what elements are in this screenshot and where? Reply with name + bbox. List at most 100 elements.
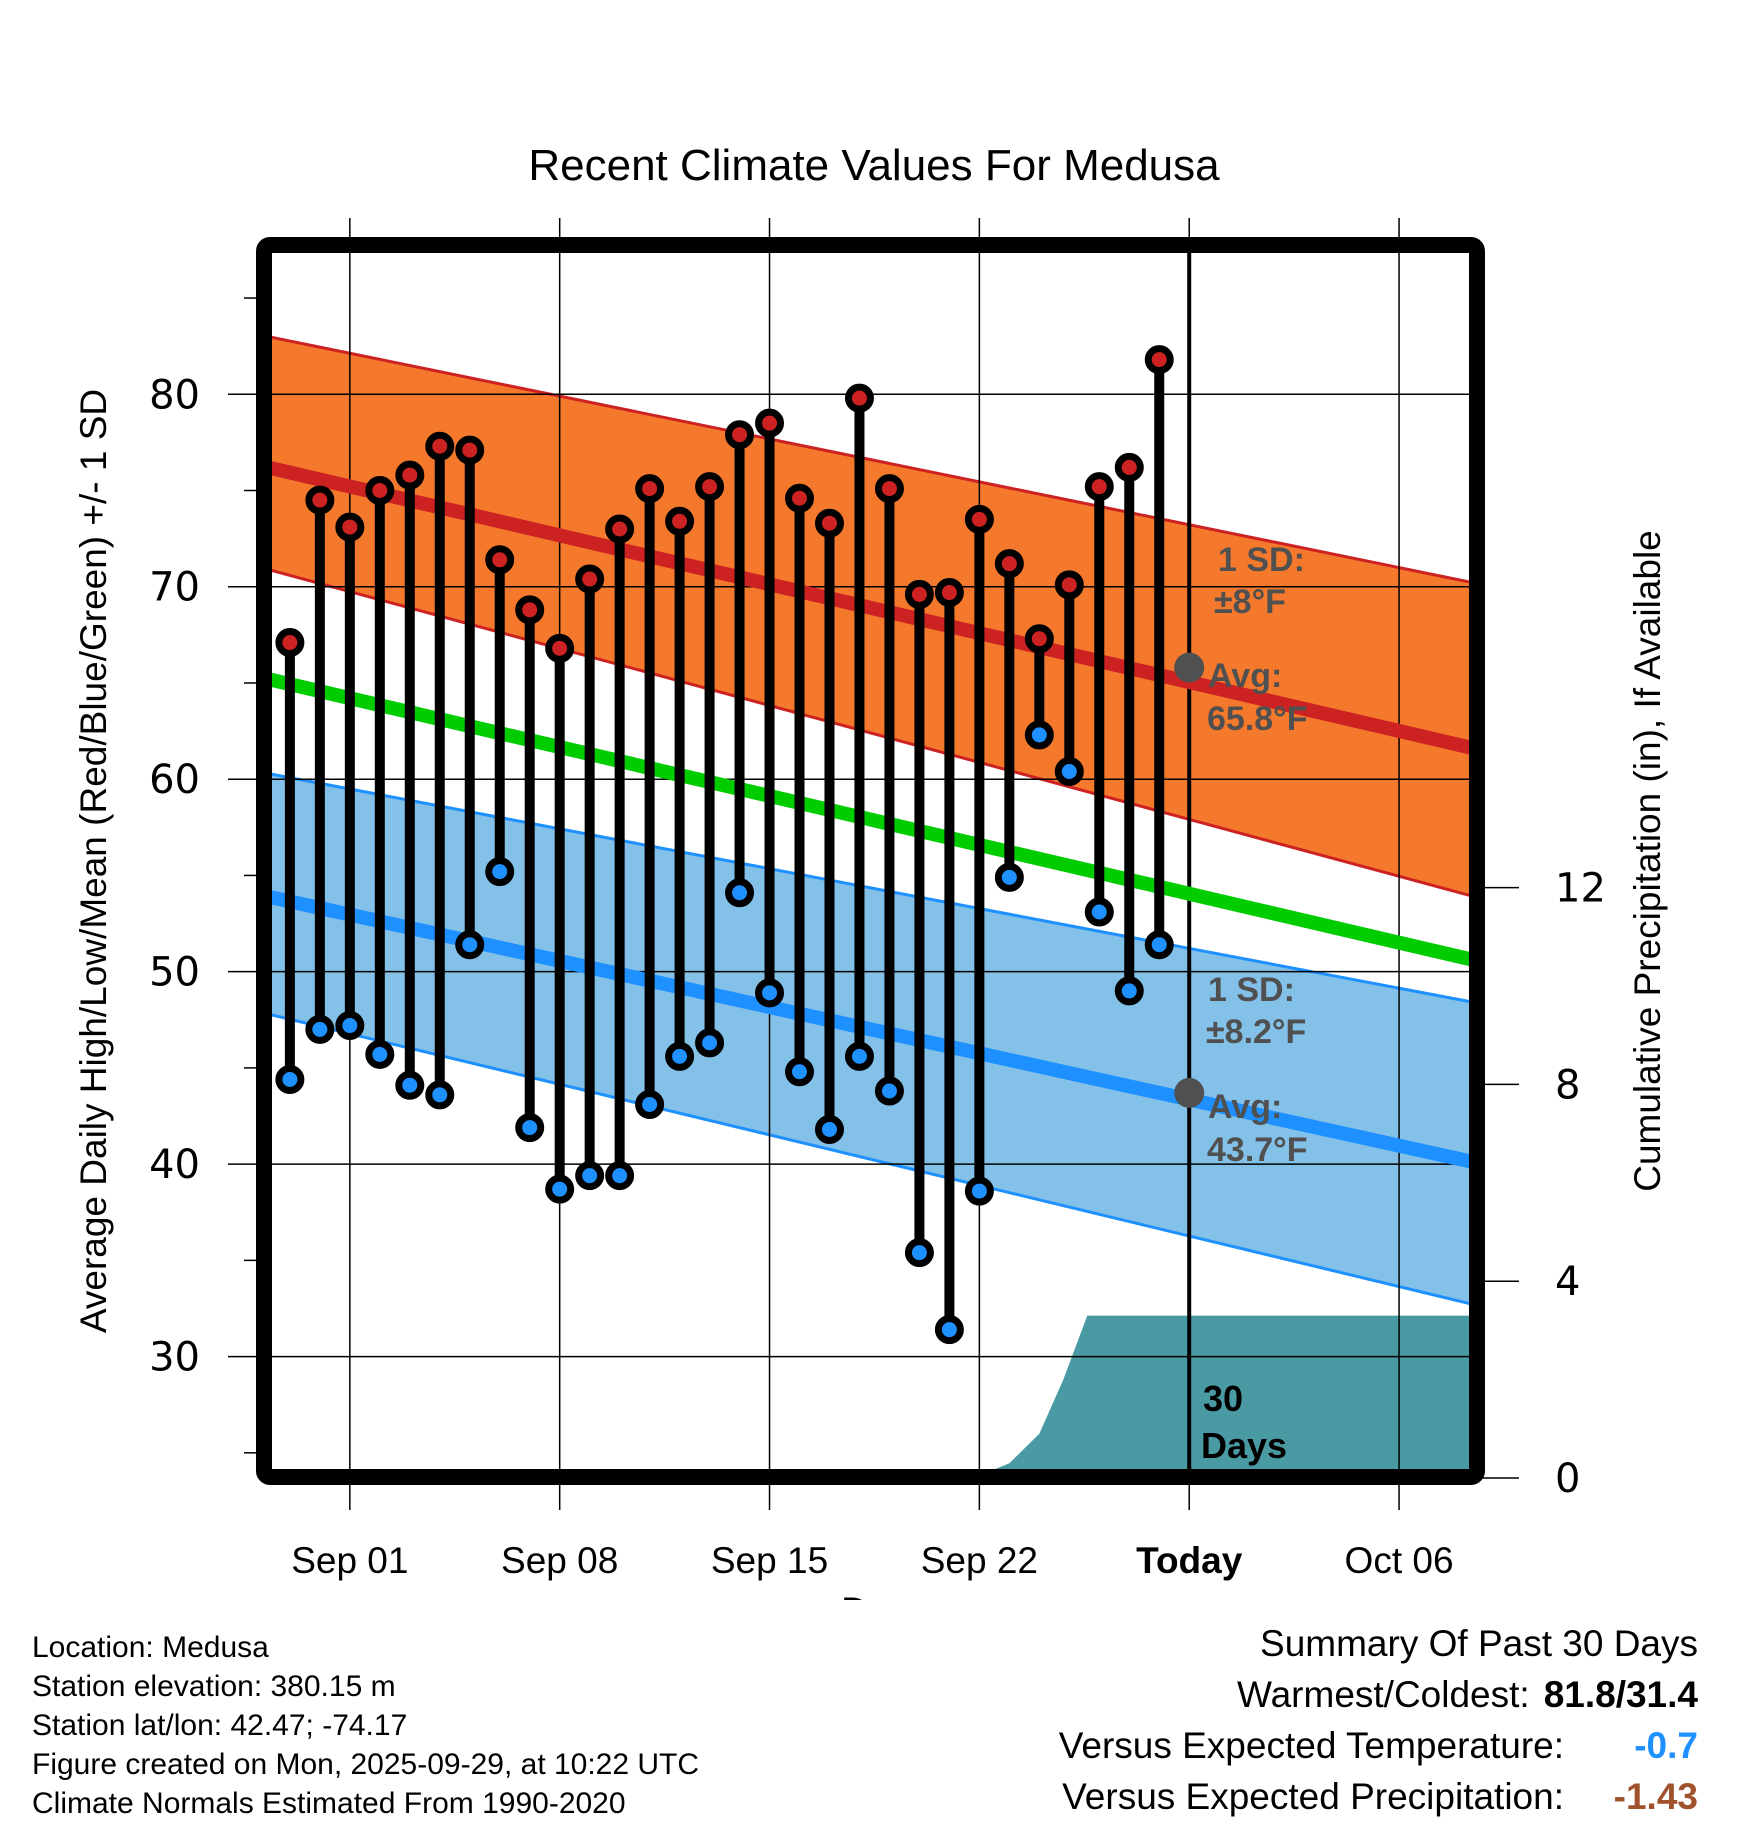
plot-frame (256, 237, 1485, 1485)
high-point (545, 633, 575, 663)
low-sd-lower-line (268, 1012, 1474, 1307)
low-point (425, 1080, 455, 1110)
low-point (1024, 720, 1054, 750)
y2-tick-label: 12 (1555, 866, 1606, 912)
high-point (515, 595, 545, 625)
high-point (275, 628, 305, 658)
low-point (665, 1041, 695, 1071)
high-sd-upper-line (268, 335, 1474, 585)
y-tick-label: 50 (149, 950, 200, 996)
high-point (665, 506, 695, 536)
y2-axis-label: Cumulative Precipitation (in), If Availa… (1627, 530, 1668, 1192)
x-tick-label: Oct 06 (1345, 1540, 1454, 1581)
station-info: Location: Medusa Station elevation: 380.… (32, 1628, 699, 1823)
y-tick-label: 30 (149, 1335, 200, 1381)
window-label-days: Days (1201, 1425, 1287, 1466)
high-point (934, 578, 964, 608)
high-point (1114, 452, 1144, 482)
high-point (455, 435, 485, 465)
high-sd-value: ±8°F (1214, 583, 1286, 621)
high-point (994, 549, 1024, 579)
low-point (934, 1315, 964, 1345)
y-axis-label: Average Daily High/Low/Mean (Red/Blue/Gr… (73, 389, 114, 1333)
high-point (1084, 472, 1114, 502)
summary-precip-row: Versus Expected Precipitation: -1.43 (1059, 1771, 1698, 1822)
created-text: Figure created on Mon, 2025-09-29, at 10… (32, 1748, 700, 1781)
low-point (575, 1161, 605, 1191)
high-point (305, 485, 335, 515)
low-point (1084, 897, 1114, 927)
summary-warmest-row: Warmest/Coldest: 81.8/31.4 (1059, 1669, 1698, 1720)
low-point (814, 1114, 844, 1144)
high-point (1054, 570, 1084, 600)
high-avg-label: Avg: (1208, 657, 1282, 695)
x-tick-label: Sep 15 (711, 1540, 828, 1581)
low-point (515, 1113, 545, 1143)
low-point (455, 930, 485, 960)
y-tick-label: 60 (149, 757, 200, 803)
climate-chart: Recent Climate Values For Medusa Average… (73, 141, 1668, 1600)
high-point (1144, 345, 1174, 375)
low-point (695, 1028, 725, 1058)
high-point (755, 408, 785, 438)
low-point (1114, 976, 1144, 1006)
high-point (964, 504, 994, 534)
high-point (485, 545, 515, 575)
x-tick-label: Sep 01 (291, 1540, 408, 1581)
summary-title: Summary Of Past 30 Days (1260, 1623, 1698, 1664)
precip-label: Versus Expected Precipitation: (1062, 1776, 1564, 1817)
summary-panel: Summary Of Past 30 Days Warmest/Coldest:… (1059, 1618, 1698, 1822)
high-point (844, 383, 874, 413)
low-point (335, 1011, 365, 1041)
window-label-30: 30 (1203, 1378, 1243, 1419)
low-point (365, 1039, 395, 1069)
location-text: Location: Medusa (32, 1631, 269, 1664)
low-point (395, 1070, 425, 1100)
elevation-text: Station elevation: 380.15 m (32, 1670, 396, 1703)
x-tick-label: Sep 08 (501, 1540, 618, 1581)
high-point (814, 508, 844, 538)
summary-temp-row: Versus Expected Temperature: -0.7 (1059, 1720, 1698, 1771)
low-point (545, 1174, 575, 1204)
low-point (874, 1076, 904, 1106)
low-point (1144, 930, 1174, 960)
warmest-value: 81.8/31.4 (1543, 1674, 1698, 1715)
low-point (725, 878, 755, 908)
low-point (785, 1057, 815, 1087)
low-sd-band (268, 773, 1474, 1305)
high-point (874, 474, 904, 504)
high-point (605, 514, 635, 544)
normals-text: Climate Normals Estimated From 1990-2020 (32, 1787, 626, 1820)
low-sd-label: 1 SD: (1208, 971, 1295, 1009)
high-point (395, 460, 425, 490)
temp-anomaly-value: -0.7 (1634, 1725, 1698, 1766)
high-point (575, 564, 605, 594)
y2-tick-label: 4 (1555, 1259, 1580, 1305)
low-avg-label: Avg: (1208, 1088, 1282, 1126)
high-point (725, 420, 755, 450)
low-avg-marker (1174, 1077, 1205, 1108)
y-tick-label: 40 (149, 1142, 200, 1188)
high-point (904, 579, 934, 609)
low-point (755, 978, 785, 1008)
high-sd-band (268, 336, 1474, 897)
x-tick-label: Sep 22 (921, 1540, 1038, 1581)
low-avg-value: 43.7°F (1207, 1131, 1308, 1169)
high-point (635, 474, 665, 504)
low-point (994, 862, 1024, 892)
high-sd-label: 1 SD: (1218, 541, 1305, 579)
x-tick-label: Today (1136, 1540, 1243, 1581)
low-point (485, 857, 515, 887)
high-point (335, 512, 365, 542)
low-point (844, 1041, 874, 1071)
low-point (635, 1089, 665, 1119)
high-avg-value: 65.8°F (1207, 700, 1308, 738)
high-point (365, 476, 395, 506)
low-point (605, 1161, 635, 1191)
plot-area: 1 SD: ±8°F Avg: 65.8°F 1 SD: ±8.2°F Avg: 43.7°F… (268, 248, 1474, 1474)
low-sd-value: ±8.2°F (1206, 1013, 1306, 1051)
precip-area (268, 1315, 1474, 1474)
x-axis-label: Day (841, 1590, 907, 1600)
low-point (275, 1064, 305, 1094)
low-point (1054, 757, 1084, 787)
